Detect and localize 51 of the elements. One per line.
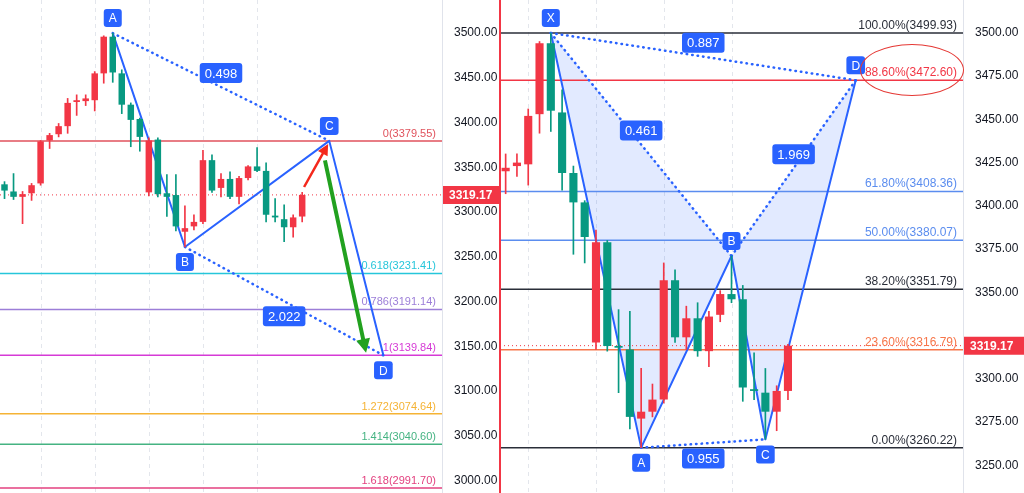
- ref-line-label: 23.60%(3316.79): [864, 334, 957, 349]
- series-label: 0.461: [624, 123, 658, 139]
- series-label: 2.022: [267, 308, 301, 324]
- annotation: B: [180, 255, 189, 270]
- y-tick-label: 3400.00: [454, 114, 498, 129]
- y-tick-label: 3150.00: [454, 338, 498, 353]
- annotation: B: [727, 234, 736, 249]
- y-tick-label: 3475.00: [975, 68, 1019, 83]
- series-label: 0.887: [686, 35, 720, 51]
- annotation: X: [546, 11, 555, 26]
- y-tick-label: 3300.00: [454, 204, 498, 219]
- y-tick-label: 3500.00: [454, 25, 498, 40]
- y-tick-label: 3250.00: [975, 457, 1019, 472]
- ref-line-label: 1.414(3040.60): [361, 430, 436, 443]
- ref-line-label: 1(3139.84): [382, 341, 436, 354]
- annotation: A: [108, 11, 117, 26]
- y-tick-label: 3425.00: [975, 154, 1019, 169]
- series-label: 0.955: [686, 451, 720, 467]
- ref-line-label: 3319.17: [449, 188, 493, 203]
- y-tick-label: 3450.00: [975, 111, 1019, 126]
- annotation: C: [324, 119, 334, 134]
- y-tick-label: 3050.00: [454, 428, 498, 443]
- ref-line-label: 0.00%(3260.22): [871, 432, 957, 447]
- y-tick-label: 3500.00: [975, 25, 1019, 40]
- ref-line-label: 1.618(2991.70): [361, 473, 436, 486]
- ref-line-label: 100.00%(3499.93): [858, 17, 957, 32]
- ref-line-label: 88.60%(3472.60): [864, 65, 957, 80]
- y-tick-label: 3000.00: [454, 472, 498, 487]
- ref-line-label: 38.20%(3351.79): [864, 274, 957, 289]
- ref-line-label: 0.618(3231.41): [361, 259, 436, 272]
- annotation: D: [851, 58, 861, 73]
- y-tick-label: 3250.00: [454, 249, 498, 264]
- y-tick-label: 3450.00: [454, 70, 498, 85]
- ref-line-label: 50.00%(3380.07): [864, 225, 957, 240]
- y-tick-label: 3375.00: [975, 241, 1019, 256]
- y-tick-label: 3100.00: [454, 383, 498, 398]
- y-tick-label: 3200.00: [454, 293, 498, 308]
- ref-line-label: 61.80%(3408.36): [864, 176, 957, 191]
- y-tick-label: 3350.00: [975, 284, 1019, 299]
- ref-line-label: 1.272(3074.64): [361, 399, 436, 412]
- ref-line-label: 0(3379.55): [382, 126, 436, 139]
- series-label: 0.498: [204, 65, 238, 81]
- y-tick-label: 3275.00: [975, 414, 1019, 429]
- y-tick-label: 3350.00: [454, 159, 498, 174]
- y-tick-label: 3300.00: [975, 371, 1019, 386]
- ref-line-label: 3319.17: [970, 338, 1014, 353]
- annotation: D: [379, 363, 389, 378]
- annotation: A: [637, 455, 646, 470]
- annotation: C: [761, 447, 771, 462]
- y-tick-label: 3400.00: [975, 198, 1019, 213]
- series-label: 1.969: [777, 146, 810, 162]
